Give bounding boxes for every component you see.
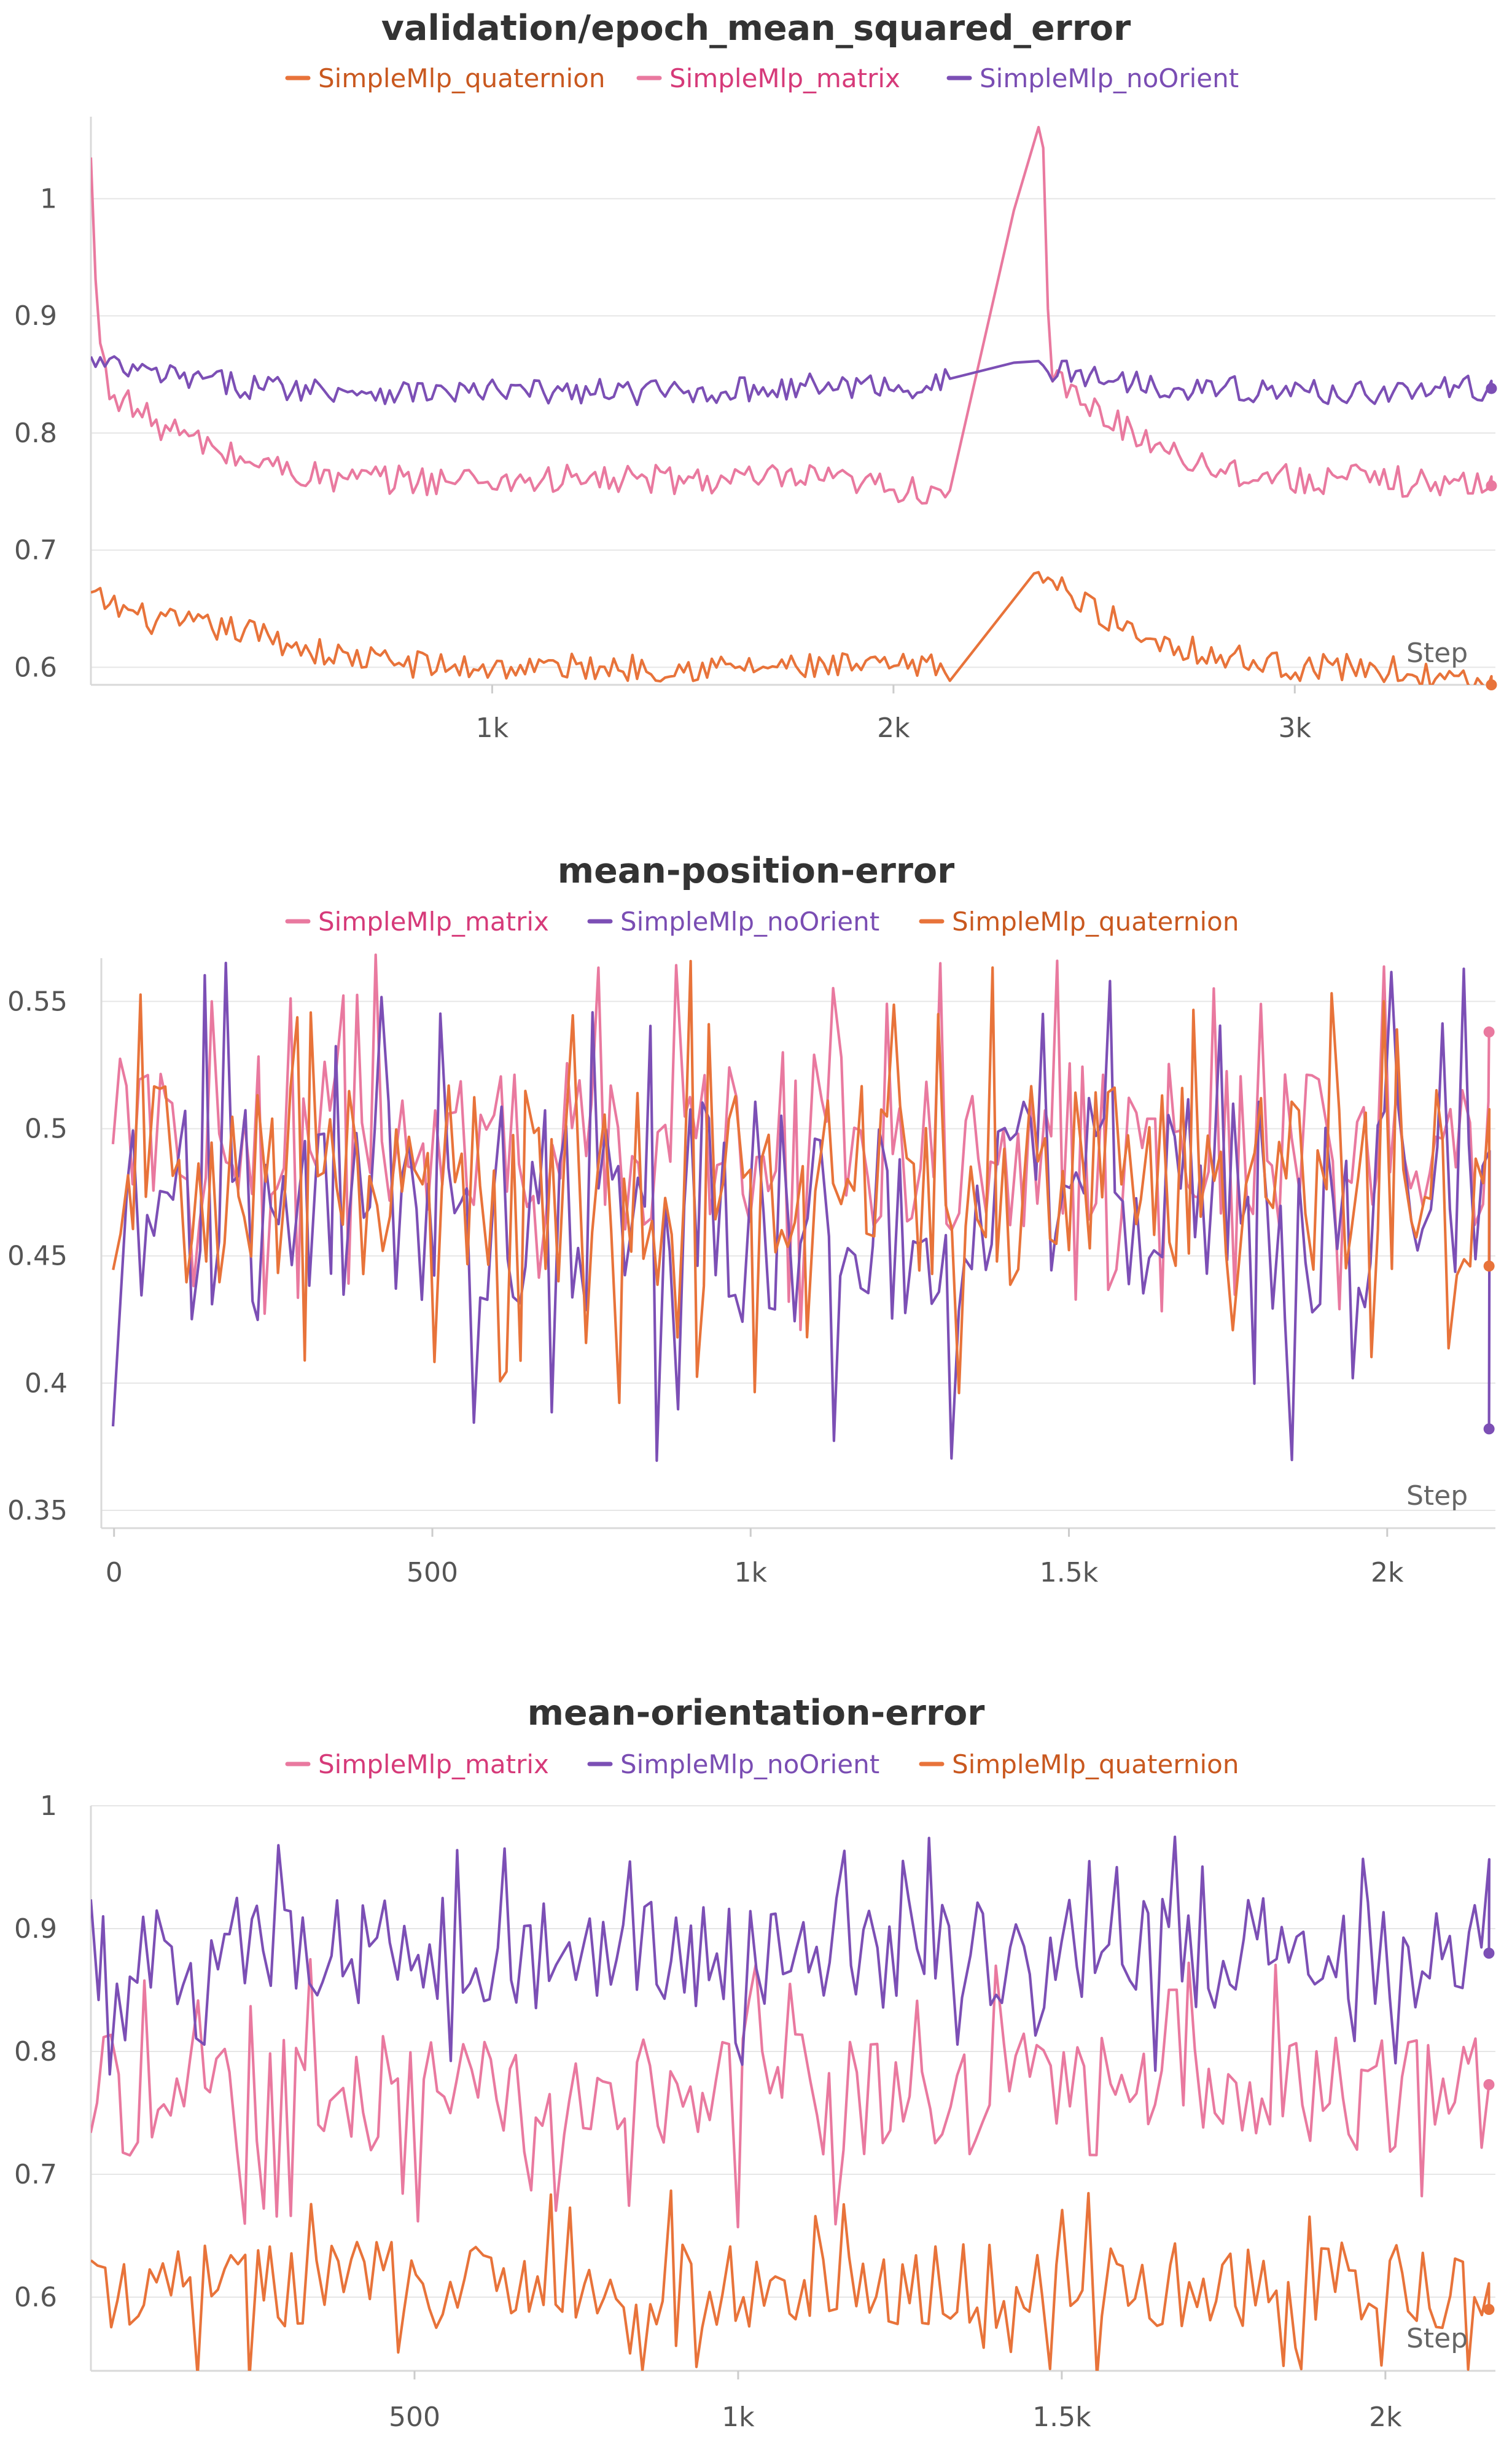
- x-axis-label: Step: [1406, 638, 1468, 669]
- series-line: [91, 2189, 1491, 2371]
- series-line: [112, 959, 1491, 1405]
- series-endpoint: [1483, 1423, 1495, 1435]
- legend-item[interactable]: SimpleMlp_matrix: [285, 907, 549, 937]
- y-tick-label: 0.5: [25, 1114, 68, 1145]
- legend-item[interactable]: SimpleMlp_quaternion: [919, 907, 1239, 937]
- x-tick-label: 1k: [476, 712, 509, 744]
- x-tick-label: 500: [389, 2402, 440, 2433]
- x-tick-label: 0: [106, 1557, 123, 1588]
- series-line: [111, 961, 1491, 1462]
- legend-item[interactable]: SimpleMlp_matrix: [285, 1749, 549, 1779]
- y-tick-label: 1: [40, 1790, 57, 1822]
- series-endpoint: [1483, 1260, 1495, 1272]
- y-tick-label: 0.45: [7, 1241, 68, 1272]
- x-tick-label: 1.5k: [1040, 1557, 1099, 1588]
- y-tick-label: 0.7: [14, 535, 57, 566]
- series-endpoint: [1483, 1948, 1495, 1959]
- legend-item[interactable]: SimpleMlp_noOrient: [946, 63, 1239, 93]
- x-tick-label: 2k: [877, 712, 910, 744]
- y-tick-label: 0.4: [25, 1368, 68, 1399]
- series-endpoint: [1483, 1026, 1495, 1038]
- legend-item[interactable]: SimpleMlp_quaternion: [285, 63, 605, 93]
- x-tick-label: 2k: [1371, 1557, 1404, 1588]
- legend-label: SimpleMlp_noOrient: [620, 907, 879, 937]
- legend-label: SimpleMlp_quaternion: [318, 63, 605, 93]
- series-endpoint: [1486, 679, 1497, 690]
- legend-item[interactable]: SimpleMlp_matrix: [636, 63, 900, 93]
- series-line: [91, 355, 1493, 407]
- legend-label: SimpleMlp_matrix: [669, 63, 900, 93]
- series-line: [91, 571, 1493, 685]
- legend-label: SimpleMlp_matrix: [318, 1749, 549, 1779]
- legend-label: SimpleMlp_quaternion: [952, 1749, 1239, 1779]
- series-endpoint: [1486, 383, 1497, 394]
- chart-title: validation/epoch_mean_squared_error: [381, 8, 1131, 49]
- legend-label: SimpleMlp_noOrient: [620, 1749, 879, 1779]
- x-axis-label: Step: [1406, 2323, 1468, 2354]
- y-tick-label: 0.55: [7, 986, 68, 1017]
- y-tick-label: 0.9: [14, 300, 57, 332]
- series-line: [91, 125, 1493, 505]
- chart-1: validation/epoch_mean_squared_error Simpl…: [14, 8, 1497, 744]
- x-tick-label: 2k: [1369, 2402, 1402, 2433]
- legend-label: SimpleMlp_matrix: [318, 907, 549, 937]
- chart-title: mean-position-error: [558, 851, 955, 891]
- legend-item[interactable]: SimpleMlp_noOrient: [587, 1749, 879, 1779]
- x-tick-label: 1k: [735, 1557, 768, 1588]
- series-line: [91, 1835, 1491, 2076]
- legend-label: SimpleMlp_noOrient: [980, 63, 1239, 93]
- x-tick-label: 1.5k: [1032, 2402, 1091, 2433]
- series-line: [91, 1957, 1491, 2229]
- chart-2: mean-position-error SimpleMlp_matrix Simpl…: [7, 851, 1495, 1588]
- y-tick-label: 0.7: [14, 2159, 57, 2190]
- chart-3: mean-orientation-error SimpleMlp_matrix Si…: [14, 1693, 1495, 2433]
- series-endpoint: [1483, 2079, 1495, 2090]
- y-tick-label: 0.6: [14, 2282, 57, 2313]
- y-tick-label: 0.9: [14, 1913, 57, 1945]
- x-axis-label: Step: [1406, 1480, 1468, 1512]
- y-tick-label: 0.6: [14, 652, 57, 683]
- x-tick-label: 500: [407, 1557, 458, 1588]
- y-tick-label: 0.8: [14, 2036, 57, 2067]
- x-tick-label: 1k: [722, 2402, 755, 2433]
- y-tick-label: 0.35: [7, 1495, 68, 1526]
- series-endpoint: [1486, 480, 1497, 491]
- legend-item[interactable]: SimpleMlp_quaternion: [919, 1749, 1239, 1779]
- legend-item[interactable]: SimpleMlp_noOrient: [587, 907, 879, 937]
- legend-label: SimpleMlp_quaternion: [952, 907, 1239, 937]
- chart-title: mean-orientation-error: [528, 1693, 985, 1733]
- series-endpoint: [1483, 2304, 1495, 2315]
- y-tick-label: 1: [40, 184, 57, 215]
- y-tick-label: 0.8: [14, 418, 57, 449]
- x-tick-label: 3k: [1279, 712, 1312, 744]
